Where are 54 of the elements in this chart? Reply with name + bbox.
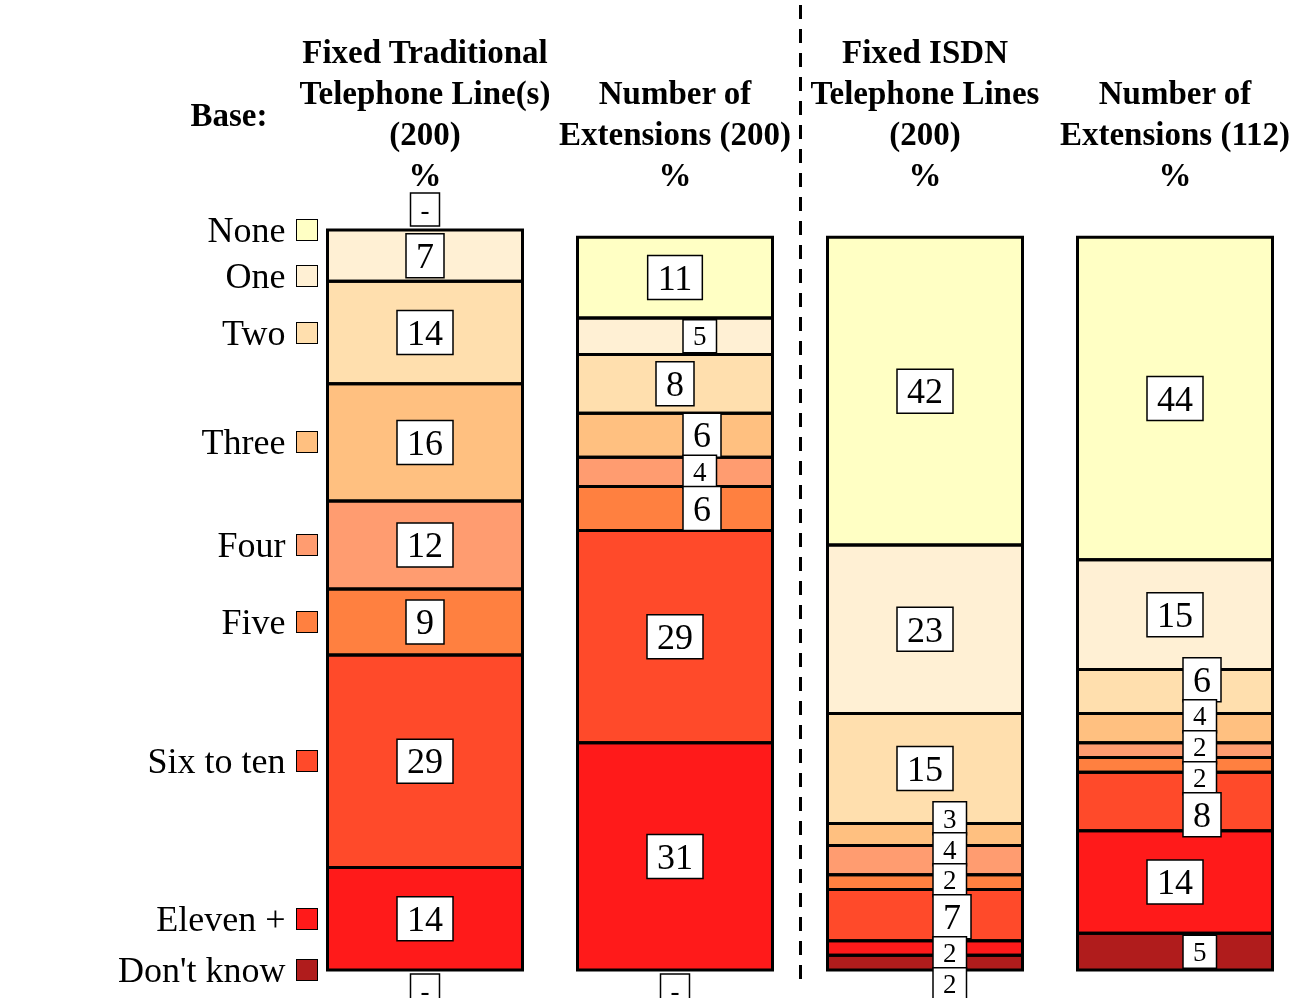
data-label: 11 [657, 257, 693, 298]
legend-label: Two [222, 311, 286, 354]
data-label: 6 [693, 415, 711, 456]
text: - [670, 975, 680, 998]
data-label: 12 [407, 525, 443, 566]
text: - [420, 975, 430, 998]
data-label: 15 [1157, 594, 1193, 635]
x-tick-label: Fixed ISDN Telephone Lines (200) [809, 33, 1041, 154]
data-label: 44 [1157, 378, 1193, 419]
data-label: 6 [693, 488, 711, 529]
text: % [908, 157, 942, 193]
data-label: 31 [657, 836, 693, 877]
data-label: 2 [1193, 763, 1207, 794]
x-tick-label: Number of Extensions (112) [1058, 74, 1292, 154]
legend-label: Six to ten [147, 740, 286, 783]
legend-label: Five [221, 600, 286, 643]
data-label: 6 [1193, 660, 1211, 701]
data-label: 7 [943, 897, 961, 938]
y-axis-title: % [407, 156, 443, 195]
x-tick-label: Fixed Traditional Telephone Line(s) (200) [298, 33, 552, 154]
data-label: 14 [407, 898, 443, 939]
data-label: 2 [943, 938, 957, 969]
legend-label: Eleven + [156, 897, 286, 940]
text: % [658, 157, 692, 193]
legend-label: Don't know [118, 949, 286, 991]
data-label: 8 [666, 364, 684, 405]
data-label: 2 [943, 969, 957, 998]
data-label: 5 [1193, 936, 1207, 967]
x-tick-label: Number of Extensions (200) [559, 75, 791, 152]
data-label: 15 [907, 748, 943, 789]
data-label: 9 [416, 602, 434, 643]
data-label: 7 [416, 235, 434, 276]
data-label: 4 [1193, 701, 1207, 732]
legend-label: Three [201, 421, 286, 464]
data-label: 14 [407, 312, 443, 353]
data-label: 23 [907, 609, 943, 650]
data-label: 4 [943, 834, 957, 865]
data-label: 2 [943, 865, 957, 896]
text: - [420, 194, 430, 225]
text: % [1158, 157, 1192, 193]
data-label: 16 [407, 422, 443, 463]
data-label: 14 [1157, 862, 1193, 903]
data-label: 2 [1193, 732, 1207, 763]
x-axis-title: Base: [190, 96, 268, 135]
legend-label: None [207, 209, 286, 251]
data-label: 5 [693, 321, 707, 352]
data-label: 4 [693, 456, 707, 487]
data-label: 3 [943, 803, 957, 834]
data-label: 42 [907, 371, 943, 412]
legend-label: One [225, 255, 286, 297]
data-label: 29 [407, 741, 443, 782]
legend-label: Four [217, 524, 286, 567]
data-label: 8 [1193, 794, 1211, 835]
data-label: 29 [657, 616, 693, 657]
